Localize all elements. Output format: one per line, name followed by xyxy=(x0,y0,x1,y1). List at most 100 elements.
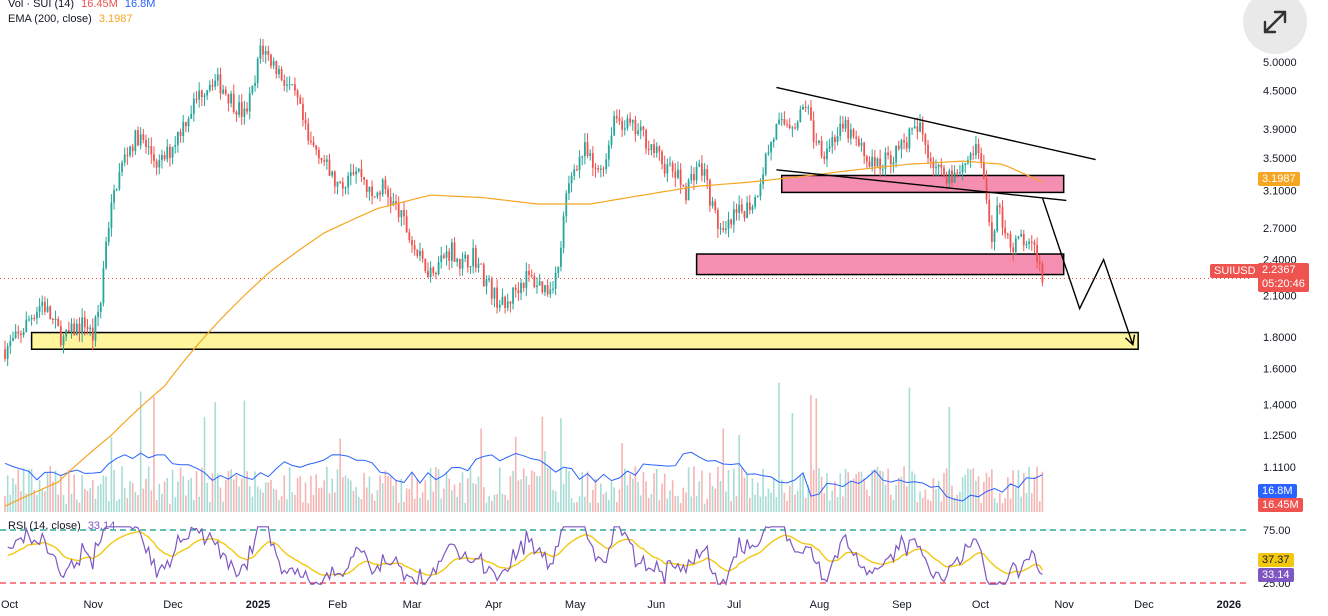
volume-bar xyxy=(99,484,102,512)
candle-body xyxy=(538,281,541,286)
rsi-legend: RSI (14, close) 33.14 xyxy=(8,520,115,532)
candle-body xyxy=(738,204,741,213)
candle-body xyxy=(892,162,895,165)
volume-bar xyxy=(14,484,17,512)
volume-legend: Vol · SUI (14) 16.45M 16.8M xyxy=(8,0,155,10)
volume-bar xyxy=(52,481,54,512)
volume-bar xyxy=(203,417,206,512)
candle-body xyxy=(666,164,669,174)
candle-body xyxy=(868,161,871,167)
expand-button[interactable] xyxy=(1243,0,1307,54)
candle-body xyxy=(517,290,520,294)
candle-body xyxy=(583,142,586,157)
bar-countdown: 05:20:46 xyxy=(1262,278,1305,290)
candle-body xyxy=(219,74,222,94)
time-axis-tick: Nov xyxy=(1054,599,1074,611)
volume-bar xyxy=(530,470,533,512)
candle-body xyxy=(618,118,621,121)
candle-body xyxy=(956,172,959,174)
candle-body xyxy=(413,245,416,250)
candle-body xyxy=(634,119,637,135)
volume-bar xyxy=(60,475,62,512)
volume-bar xyxy=(908,387,911,512)
trendline-upper-wedge-line xyxy=(776,86,1096,161)
volume-bar xyxy=(613,487,615,512)
candle-body xyxy=(283,80,286,86)
candle-body xyxy=(206,90,209,96)
volume-bar xyxy=(772,478,775,512)
volume-bar xyxy=(411,472,413,512)
volume-legend-value: 16.45M xyxy=(81,0,118,10)
volume-bar xyxy=(663,473,666,512)
volume-bar xyxy=(400,478,403,512)
candle-body xyxy=(437,262,440,275)
volume-bar xyxy=(1028,466,1030,512)
volume-bar xyxy=(275,489,278,512)
volume-bar xyxy=(57,494,59,512)
volume-bar xyxy=(288,467,291,512)
volume-bar xyxy=(262,492,264,512)
candle-body xyxy=(1041,263,1044,283)
candle-body xyxy=(1017,236,1020,239)
volume-bar xyxy=(365,487,368,512)
volume-bar xyxy=(435,467,437,512)
candle-body xyxy=(22,332,25,335)
volume-bar xyxy=(323,480,325,512)
rsi-axis-tick: 75.00 xyxy=(1263,525,1291,537)
volume-bar xyxy=(812,469,815,512)
candle-body xyxy=(748,202,751,211)
candle-body xyxy=(552,288,554,290)
volume-bar xyxy=(544,451,546,512)
candle-body xyxy=(17,331,20,334)
volume-bar xyxy=(913,474,916,512)
candle-body xyxy=(51,318,54,320)
candle-body xyxy=(663,164,666,174)
candle-body xyxy=(791,127,794,129)
candle-body xyxy=(464,254,467,259)
candle-body xyxy=(59,326,62,346)
volume-bar xyxy=(38,479,41,512)
candle-body xyxy=(405,216,408,233)
candle-body xyxy=(754,197,757,207)
candle-body xyxy=(799,109,802,123)
volume-bar xyxy=(522,468,525,512)
candle-body xyxy=(1030,241,1033,243)
volume-bar xyxy=(214,402,216,512)
volume-bar xyxy=(993,498,996,512)
candle-body xyxy=(916,126,919,132)
volume-bar xyxy=(847,472,850,512)
volume-bar xyxy=(475,484,477,512)
candle-body xyxy=(911,128,913,130)
candle-body xyxy=(576,169,578,171)
candle-body xyxy=(28,319,30,321)
candle-body xyxy=(546,285,549,295)
volume-bar xyxy=(637,481,639,512)
time-axis-tick: 2026 xyxy=(1217,599,1241,611)
volume-bar xyxy=(682,487,685,512)
volume-bar xyxy=(576,502,578,512)
candle-body xyxy=(722,228,725,231)
candle-body xyxy=(714,201,717,211)
volume-bar xyxy=(437,469,440,512)
volume-bar xyxy=(493,494,496,512)
volume-bar xyxy=(483,487,485,512)
volume-bar xyxy=(219,487,222,512)
candle-body xyxy=(113,190,115,203)
volume-bar xyxy=(562,483,565,512)
volume-bar xyxy=(113,469,115,512)
candle-body xyxy=(365,179,368,192)
volume-bar xyxy=(866,489,868,512)
candle-body xyxy=(756,196,759,198)
volume-bar xyxy=(139,391,142,512)
candle-body xyxy=(336,181,339,187)
time-axis-tick: Oct xyxy=(972,599,989,611)
volume-bar xyxy=(464,502,466,512)
candle-body xyxy=(969,153,972,161)
volume-bar xyxy=(759,496,762,512)
volume-bar xyxy=(389,476,392,512)
candle-body xyxy=(30,318,33,320)
candle-body xyxy=(230,93,232,104)
volume-bar xyxy=(991,469,993,512)
volume-bar xyxy=(858,471,860,512)
